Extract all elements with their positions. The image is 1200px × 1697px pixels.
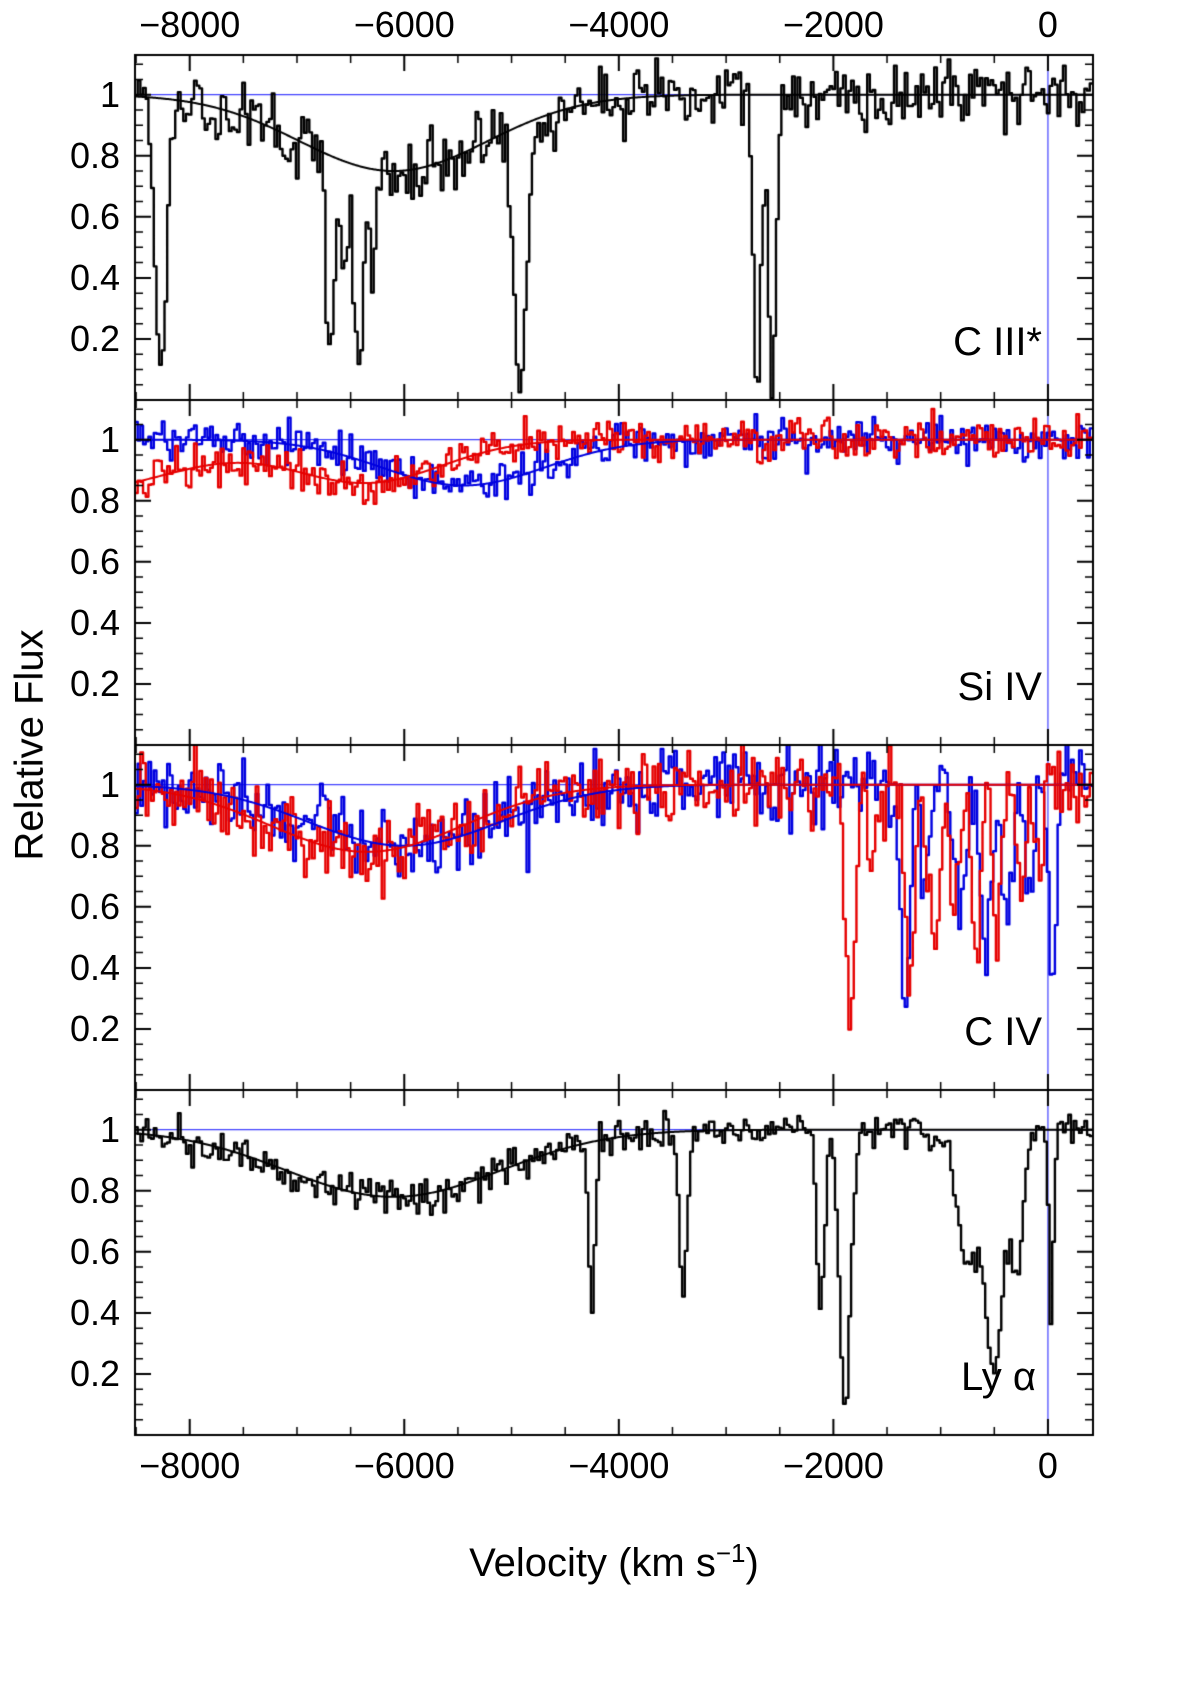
x-tick-label-bottom: −6000 [353,1445,455,1486]
x-tick-label-top: −8000 [139,4,241,45]
x-axis-title: Velocity (km s−1) [469,1538,759,1586]
y-tick-label: 1 [99,73,120,115]
x-tick-label-bottom: −2000 [782,1445,884,1486]
y-tick-label: 0.6 [69,540,120,582]
y-tick-label: 0.6 [69,195,120,237]
y-tick-label: 0.2 [69,1352,120,1394]
y-tick-label: 0.6 [69,885,120,927]
y-tick-label: 0.2 [69,1007,120,1049]
y-tick-label: 0.8 [69,134,120,176]
panel-label-ly-alpha: Ly α [961,1355,1036,1399]
y-tick-label: 0.2 [69,317,120,359]
y-tick-label: 1 [99,1108,120,1150]
panel-label-ciii-star: C III* [953,320,1042,364]
y-tick-label: 1 [99,418,120,460]
y-tick-label: 0.2 [69,662,120,704]
x-tick-label-bottom: −4000 [568,1445,670,1486]
y-tick-label: 0.4 [69,601,120,643]
x-tick-label-top: 0 [1037,4,1058,45]
x-tick-label-top: −4000 [568,4,670,45]
x-axis-title-superscript: −1 [715,1537,746,1568]
panel-label-si-iv: Si IV [957,665,1042,709]
x-axis-title-text: Velocity (km s [469,1541,716,1586]
y-tick-label: 0.6 [69,1230,120,1272]
y-tick-label: 0.8 [69,824,120,866]
y-tick-label: 0.4 [69,1291,120,1333]
y-tick-label: 1 [99,763,120,805]
panel-label-c-iv: C IV [964,1010,1042,1054]
y-tick-label: 0.4 [69,256,120,298]
x-tick-label-top: −6000 [353,4,455,45]
x-tick-label-bottom: −8000 [139,1445,241,1486]
x-tick-label-bottom: 0 [1037,1445,1058,1486]
x-tick-label-top: −2000 [782,4,884,45]
y-tick-label: 0.4 [69,946,120,988]
y-tick-label: 0.8 [69,479,120,521]
y-tick-label: 0.8 [69,1169,120,1211]
x-axis-title-close: ) [745,1541,759,1586]
